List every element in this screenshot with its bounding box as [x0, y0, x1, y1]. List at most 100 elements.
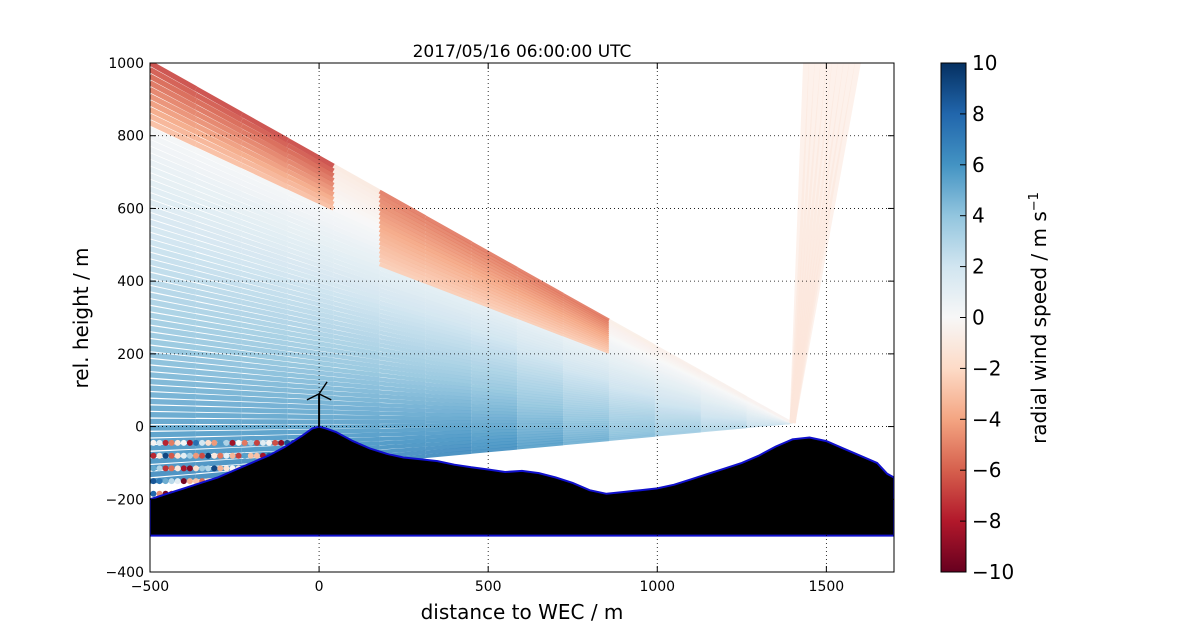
grid-lines	[150, 63, 894, 572]
scan-beam-segment	[150, 67, 198, 98]
scan-beam-segment	[516, 306, 564, 330]
scan-beam-segment	[150, 107, 198, 135]
y-axis-ticks: −400 −200 0 200 400 600 800 1000	[106, 56, 894, 581]
scan-beam-segment	[516, 343, 564, 360]
scan-beam-segment	[287, 346, 334, 358]
scan-beam-segment	[287, 382, 334, 391]
scan-beam-segment	[333, 377, 380, 386]
y-tick-label: 400	[117, 274, 144, 290]
scan-point	[211, 452, 218, 459]
scan-point	[174, 465, 181, 472]
scan-beam-segment	[516, 355, 564, 370]
scan-beam-segment	[241, 356, 288, 367]
chart-title: 2017/05/16 06:00:00 UTC	[413, 42, 632, 62]
scan-beam-segment	[516, 301, 564, 325]
scan-beam-segment	[516, 289, 564, 315]
scan-beam-segment	[195, 447, 242, 455]
scan-point	[247, 439, 254, 446]
scan-beam-segment	[516, 363, 564, 377]
scan-beam-segment	[150, 352, 197, 363]
scan-beam-segment	[562, 401, 610, 409]
scan-beam-segment	[608, 429, 655, 436]
scan-beam-segment	[241, 288, 289, 305]
scan-beam-segment	[241, 362, 288, 372]
y-axis-label: rel. height / m	[69, 247, 93, 388]
scan-beam-segment	[425, 450, 472, 459]
scan-beam-segment	[608, 407, 656, 414]
scan-beam-segment	[287, 315, 335, 330]
scan-beam-segment	[333, 291, 381, 309]
scan-point	[217, 439, 224, 446]
scan-beam-segment	[150, 166, 197, 190]
scan-beam-segment	[608, 402, 656, 410]
scan-beam-segment	[195, 320, 243, 334]
scan-point	[162, 465, 169, 472]
scan-beam-segment	[333, 391, 380, 399]
colorbar-tick-label: −6	[972, 458, 1001, 482]
scan-beam-segment	[241, 305, 289, 320]
scan-beam-segment	[608, 428, 655, 434]
scan-beam-segment	[470, 320, 518, 339]
scan-beam-segment	[608, 392, 656, 403]
scan-beam-segment	[150, 73, 198, 104]
scan-beam-segment	[150, 246, 197, 264]
scan-beam-segment	[332, 234, 381, 258]
scan-beam-segment	[241, 225, 289, 247]
scan-point	[156, 452, 163, 459]
scan-beam-segment	[241, 413, 288, 419]
scan-beam-segment	[241, 328, 289, 341]
y-tick-label: 200	[117, 347, 144, 363]
scan-beam-segment	[470, 344, 518, 359]
scan-beam-segment	[287, 388, 334, 396]
scan-beam-segment	[241, 282, 289, 299]
scan-beam-segment	[563, 413, 610, 419]
scan-beam-segment	[379, 321, 426, 337]
scan-beam-segment	[608, 349, 656, 370]
scan-beam-segment	[332, 216, 381, 241]
scan-beam-segment	[517, 403, 564, 410]
scan-beam-segment	[195, 375, 242, 385]
scan-beam-segment	[517, 406, 564, 413]
turbine-blade	[306, 393, 320, 401]
scan-beam-segment	[379, 431, 426, 437]
scan-beam-segment	[150, 292, 197, 307]
scan-point	[150, 439, 157, 446]
scan-beam-segment	[150, 259, 197, 277]
scan-beam-segment	[287, 299, 335, 315]
scan-beam-segment	[195, 363, 243, 373]
scan-beam-segment	[378, 215, 427, 242]
scan-beam-segment	[608, 360, 656, 379]
scan-beam-segment	[425, 378, 472, 388]
scan-beam-segment	[194, 104, 243, 134]
scan-beam-segment	[563, 428, 610, 434]
scan-beam-segment	[516, 292, 564, 318]
scan-beam-segment	[379, 402, 426, 409]
scan-beam-segment	[517, 389, 564, 398]
scan-beam-segment	[195, 295, 243, 311]
scan-beam-segment	[240, 220, 289, 242]
x-axis-label: distance to WEC / m	[421, 600, 624, 624]
scan-beam-segment	[608, 387, 656, 399]
scan-beam-segment	[471, 440, 518, 448]
scan-point	[174, 452, 181, 459]
scan-beam-segment	[516, 352, 564, 368]
scan-beam-segment	[286, 226, 335, 249]
scan-point	[168, 452, 175, 459]
scan-beam-segment	[195, 252, 243, 271]
scan-beam-segment	[562, 316, 610, 341]
scan-beam-segment	[150, 239, 197, 258]
scan-point	[211, 465, 218, 472]
scan-beam-segment	[195, 345, 243, 356]
scan-beam-segment	[517, 434, 564, 441]
scan-beam-segment	[378, 189, 427, 220]
scan-beam-segment	[241, 243, 289, 263]
scan-beam-segment	[470, 248, 519, 276]
scan-beam-segment	[333, 358, 380, 369]
scan-beam-segment	[424, 295, 472, 315]
scan-beam-segment	[333, 324, 380, 339]
scan-point	[150, 452, 157, 459]
scan-beam-segment	[286, 169, 335, 197]
scan-beam-segment	[241, 402, 288, 409]
scan-beam-segment	[378, 245, 427, 269]
scan-beam-segment	[378, 211, 427, 238]
